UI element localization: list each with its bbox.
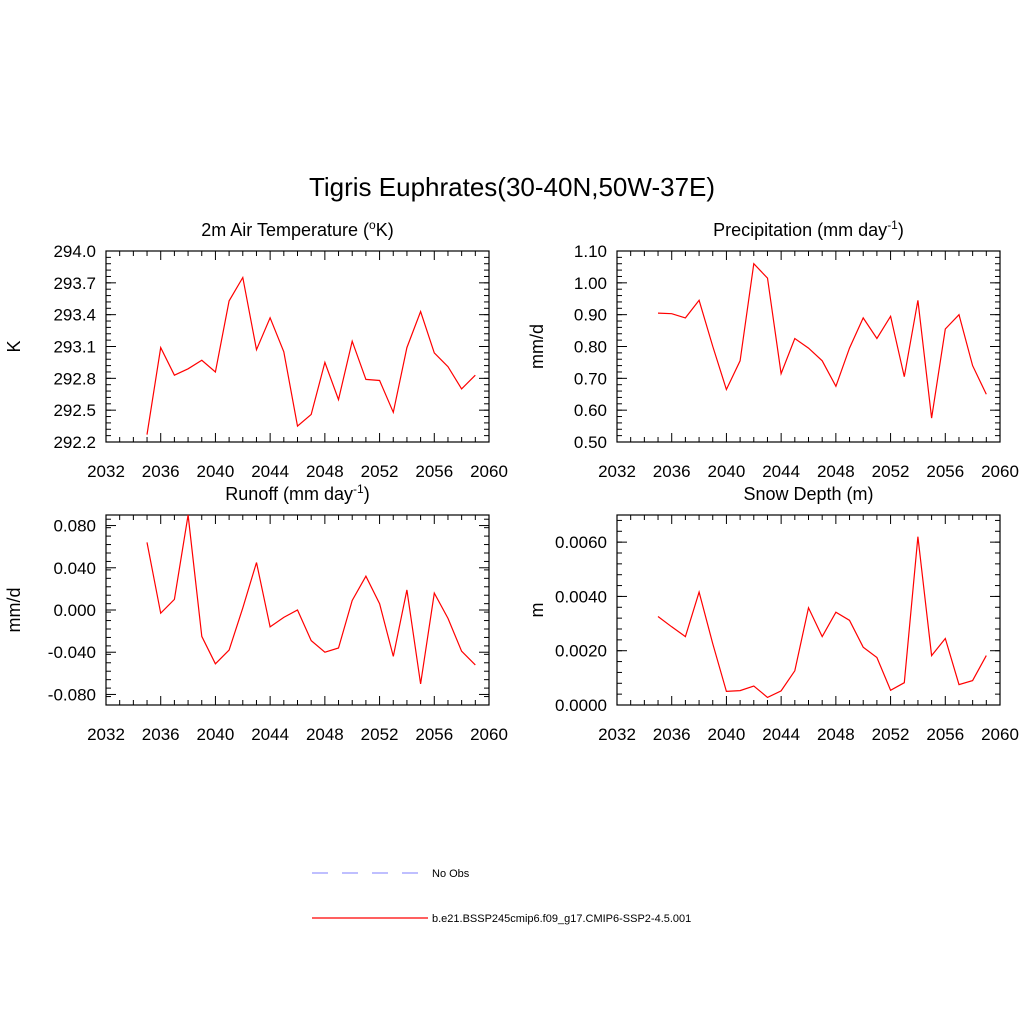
runoff-panel-title: Runoff (mm day-1) bbox=[225, 482, 369, 504]
precipitation-x-tick-label: 2048 bbox=[817, 462, 855, 481]
precipitation-x-tick-label: 2056 bbox=[926, 462, 964, 481]
air-temperature-x-tick-label: 2040 bbox=[197, 462, 235, 481]
runoff-y-tick-label: 0.000 bbox=[53, 601, 96, 620]
precipitation-x-tick-label: 2040 bbox=[708, 462, 746, 481]
page-title: Tigris Euphrates(30-40N,50W-37E) bbox=[309, 172, 715, 202]
air-temperature-series-line bbox=[146, 275, 476, 435]
snow-depth-x-tick-label: 2044 bbox=[762, 725, 800, 744]
air-temperature-x-tick-label: 2060 bbox=[470, 462, 508, 481]
air-temperature-y-tick-label: 293.7 bbox=[53, 274, 96, 293]
precipitation-x-tick-label: 2032 bbox=[598, 462, 636, 481]
runoff-x-tick-label: 2036 bbox=[142, 725, 180, 744]
precipitation-panel-title: Precipitation (mm day-1) bbox=[713, 218, 904, 240]
runoff-y-tick-label: -0.040 bbox=[48, 643, 96, 662]
precipitation-y-axis-label: mm/d bbox=[527, 324, 547, 369]
runoff-y-tick-label: 0.080 bbox=[53, 517, 96, 536]
snow-depth-x-tick-label: 2052 bbox=[872, 725, 910, 744]
air-temperature-x-tick-label: 2056 bbox=[415, 462, 453, 481]
snow-depth-x-tick-label: 2056 bbox=[926, 725, 964, 744]
air-temperature-plot-frame bbox=[105, 250, 490, 443]
snow-depth-x-tick-label: 2036 bbox=[653, 725, 691, 744]
air-temperature-panel-title: 2m Air Temperature (oK) bbox=[201, 218, 393, 240]
air-temperature-y-tick-label: 292.2 bbox=[53, 433, 96, 452]
precipitation-x-tick-label: 2052 bbox=[872, 462, 910, 481]
snow-depth-y-tick-label: 0.0040 bbox=[555, 587, 607, 606]
snow-depth-x-tick-label: 2048 bbox=[817, 725, 855, 744]
precipitation-y-tick-label: 0.80 bbox=[574, 338, 607, 357]
precipitation-x-tick-label: 2060 bbox=[981, 462, 1019, 481]
runoff-x-tick-label: 2052 bbox=[361, 725, 399, 744]
legend: No Obs b.e21.BSSP245cmip6.f09_g17.CMIP6-… bbox=[312, 868, 691, 925]
precipitation-y-tick-label: 1.10 bbox=[574, 242, 607, 261]
legend-label-model: b.e21.BSSP245cmip6.f09_g17.CMIP6-SSP2-4.… bbox=[432, 913, 691, 925]
precipitation-y-tick-label: 0.70 bbox=[574, 369, 607, 388]
panel-runoff: 2032 2036 2040 2044 2048 2052 2056 2060 -0.080 -0… bbox=[4, 482, 508, 744]
snow-depth-x-tick-label: 2060 bbox=[981, 725, 1019, 744]
runoff-x-tick-label: 2048 bbox=[306, 725, 344, 744]
precipitation-series-line bbox=[657, 262, 987, 419]
snow-depth-panel-title: Snow Depth (m) bbox=[743, 484, 873, 504]
air-temperature-y-tick-label: 293.1 bbox=[53, 338, 96, 357]
panel-snow-depth: 2032 2036 2040 2044 2048 2052 2056 2060 0.0000 0.… bbox=[527, 484, 1019, 744]
air-temperature-x-tick-label: 2044 bbox=[251, 462, 289, 481]
panel-precipitation: 2032 2036 2040 2044 2048 2052 2056 2060 0.50 0.60… bbox=[527, 218, 1019, 481]
precipitation-y-tick-label: 0.60 bbox=[574, 401, 607, 420]
precipitation-x-tick-label: 2044 bbox=[762, 462, 800, 481]
runoff-x-tick-label: 2060 bbox=[470, 725, 508, 744]
snow-depth-x-tick-label: 2040 bbox=[708, 725, 746, 744]
runoff-x-tick-label: 2032 bbox=[87, 725, 125, 744]
air-temperature-x-tick-label: 2048 bbox=[306, 462, 344, 481]
snow-depth-x-tick-label: 2032 bbox=[598, 725, 636, 744]
runoff-y-axis-label: mm/d bbox=[4, 588, 24, 633]
air-temperature-y-tick-label: 292.5 bbox=[53, 401, 96, 420]
runoff-series-line bbox=[146, 514, 476, 684]
snow-depth-y-tick-label: 0.0020 bbox=[555, 642, 607, 661]
air-temperature-x-tick-label: 2052 bbox=[361, 462, 399, 481]
runoff-x-tick-label: 2040 bbox=[197, 725, 235, 744]
snow-depth-y-axis-label: m bbox=[527, 603, 547, 618]
precipitation-x-tick-label: 2036 bbox=[653, 462, 691, 481]
runoff-x-tick-label: 2056 bbox=[415, 725, 453, 744]
panel-air-temperature: 2032 2036 2040 2044 2048 2052 2056 2060 292.2 292… bbox=[4, 218, 508, 481]
snow-depth-y-tick-label: 0.0060 bbox=[555, 533, 607, 552]
runoff-x-tick-label: 2044 bbox=[251, 725, 289, 744]
air-temperature-y-tick-label: 293.4 bbox=[53, 306, 96, 325]
air-temperature-y-axis-label: K bbox=[4, 340, 24, 352]
precipitation-y-tick-label: 1.00 bbox=[574, 274, 607, 293]
runoff-y-tick-label: 0.040 bbox=[53, 559, 96, 578]
precipitation-y-tick-label: 0.90 bbox=[574, 306, 607, 325]
air-temperature-x-tick-label: 2036 bbox=[142, 462, 180, 481]
air-temperature-y-tick-label: 294.0 bbox=[53, 242, 96, 261]
legend-label-no-obs: No Obs bbox=[432, 868, 470, 880]
air-temperature-y-tick-label: 292.8 bbox=[53, 369, 96, 388]
snow-depth-y-tick-label: 0.0000 bbox=[555, 696, 607, 715]
air-temperature-x-tick-label: 2032 bbox=[87, 462, 125, 481]
snow-depth-series-line bbox=[657, 536, 987, 699]
runoff-y-tick-label: -0.080 bbox=[48, 685, 96, 704]
precipitation-y-tick-label: 0.50 bbox=[574, 433, 607, 452]
